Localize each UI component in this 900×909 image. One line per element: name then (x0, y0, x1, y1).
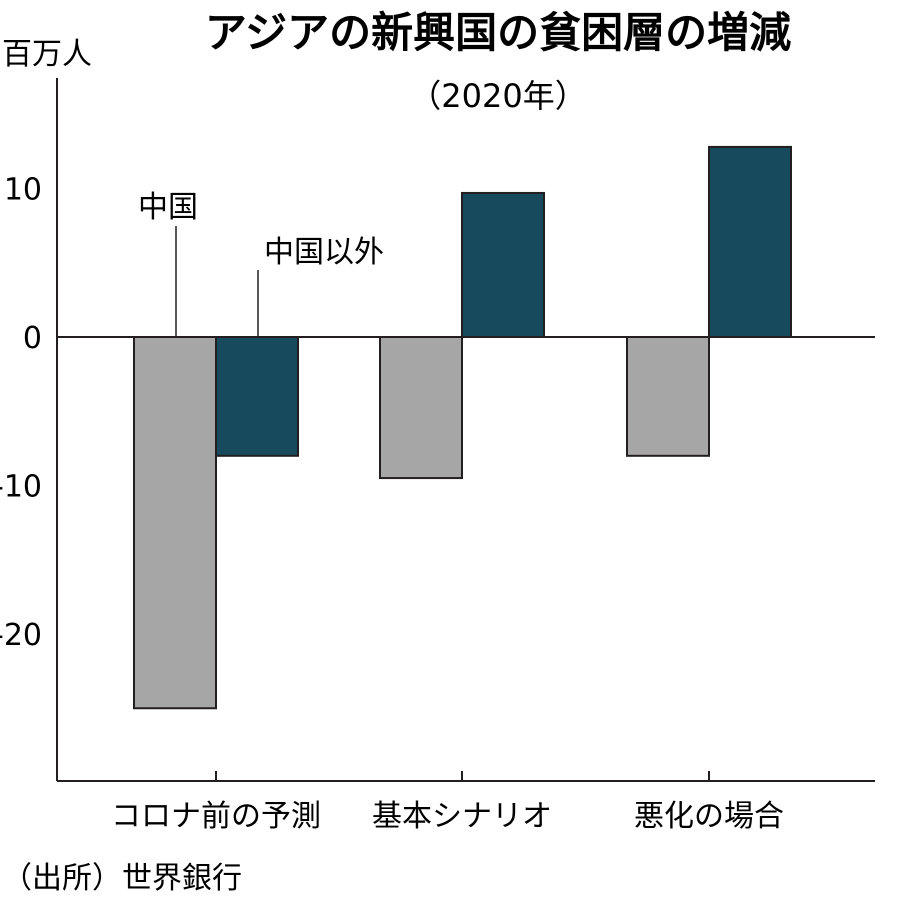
category-label: コロナ前の予測 (111, 799, 321, 834)
y-tick-label: -10 (0, 470, 42, 505)
y-axis-ticks: 10 0 -10 -20 (0, 173, 42, 654)
category-label: 悪化の場合 (634, 799, 784, 834)
bar-other-0 (215, 336, 299, 457)
category-labels: コロナ前の予測 基本シナリオ 悪化の場合 (111, 799, 784, 834)
bar-other-1 (461, 191, 545, 338)
y-tick-label: 10 (4, 173, 42, 208)
legend-label-china: 中国 (138, 190, 198, 225)
bar-china-1 (379, 336, 463, 480)
y-axis-unit-label: 百万人 (2, 37, 92, 72)
category-label: 基本シナリオ (372, 799, 552, 834)
bar-china-2 (626, 336, 710, 457)
bar-other-2 (708, 145, 792, 338)
legend-label-other: 中国以外 (264, 235, 384, 270)
y-tick-label: -20 (0, 618, 42, 653)
bars (133, 145, 792, 710)
source-note: （出所）世界銀行 (2, 861, 242, 896)
y-tick-label: 0 (23, 321, 42, 356)
chart-subtitle: （2020年） (409, 77, 586, 115)
bar-china-0 (133, 336, 217, 710)
category-ticks (215, 771, 710, 781)
chart-title: アジアの新興国の貧困層の増減 (205, 8, 791, 57)
